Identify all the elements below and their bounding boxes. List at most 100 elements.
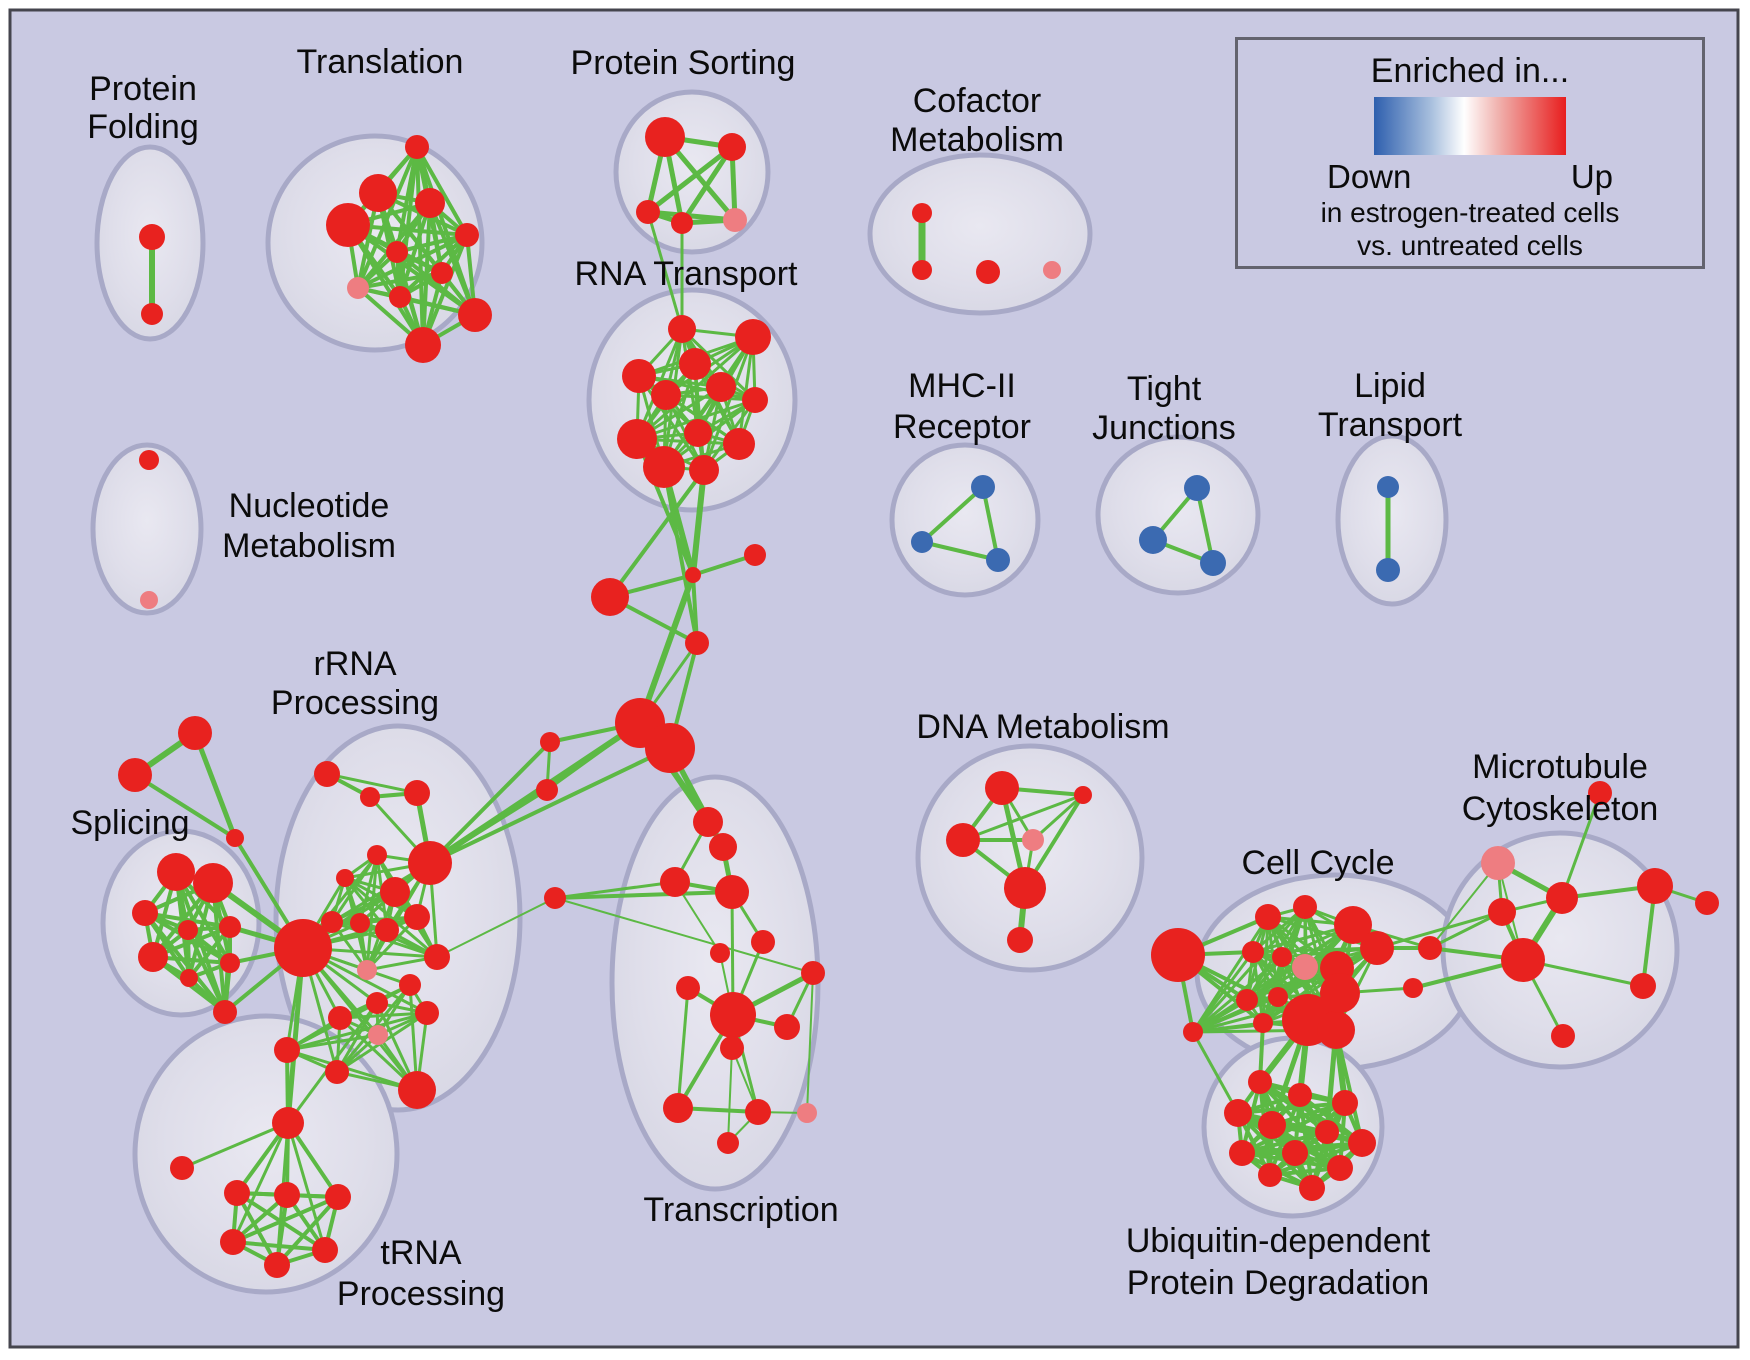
network-edge-d1-d2 — [962, 793, 1084, 842]
network-node-t10 — [405, 327, 441, 363]
network-node-d5 — [1007, 927, 1033, 953]
network-node-r8 — [350, 913, 370, 933]
network-node-mt6 — [1630, 973, 1656, 999]
network-node-mt5 — [1637, 868, 1673, 904]
network-node-t9 — [458, 298, 492, 332]
network-edge-cc10-cc16 — [1192, 995, 1279, 1034]
network-node-cm0 — [912, 203, 932, 223]
network-node-d4 — [1004, 867, 1046, 909]
network-node-r13 — [424, 944, 450, 970]
network-edge-rt10-h3 — [662, 466, 699, 644]
network-node-rt11 — [689, 455, 719, 485]
cluster-label-ubiquitin-dependent-protein-degradation-line2: Protein Degradation — [1127, 1264, 1429, 1302]
cluster-ellipse-mhc-ii-receptor — [889, 442, 1041, 598]
network-node-d1 — [1074, 786, 1092, 804]
network-node-cc5 — [1272, 947, 1292, 967]
network-edge-ub5-ub7 — [1241, 1130, 1328, 1155]
network-node-cc14 — [1418, 936, 1442, 960]
network-edge-t4-t5 — [396, 233, 468, 254]
network-node-x13 — [717, 1132, 739, 1154]
network-node-ub5 — [1315, 1120, 1339, 1144]
network-edge-cc8-mt2 — [1376, 910, 1503, 950]
network-edge-x9-x13 — [727, 1047, 733, 1144]
network-node-h3 — [685, 631, 709, 655]
cluster-label-protein-folding-line2: Folding — [87, 108, 199, 146]
network-node-s8 — [213, 1000, 237, 1024]
network-edge-sp0-sp2 — [192, 732, 238, 839]
network-node-ub0 — [1248, 1070, 1272, 1094]
network-edge-mt1-mt4 — [1560, 792, 1602, 899]
network-node-t0 — [405, 135, 429, 159]
network-edge-ps2-rt0 — [646, 211, 684, 330]
network-node-s3 — [178, 920, 198, 940]
cluster-label-rrna-processing-line1: rRNA — [313, 645, 396, 683]
network-node-x5 — [751, 930, 775, 954]
network-node-d2 — [946, 823, 980, 857]
network-node-r6 — [408, 841, 452, 885]
cluster-label-protein-folding-line1: Protein — [89, 70, 197, 108]
network-node-ub11 — [1299, 1175, 1325, 1201]
network-node-cc16 — [1183, 1022, 1203, 1042]
network-node-tj0 — [1184, 475, 1210, 501]
network-node-t8 — [389, 286, 411, 308]
network-edge-t4-t8 — [398, 233, 469, 299]
network-edge-ps1-ps2 — [646, 145, 734, 214]
network-edge-r21-r22 — [286, 1048, 418, 1092]
network-edge-h8-r13 — [436, 897, 556, 958]
network-node-h6 — [540, 732, 560, 752]
network-node-cc15 — [1403, 978, 1423, 998]
network-edge-x12-x14 — [806, 972, 814, 1114]
network-node-cc13 — [1320, 973, 1360, 1013]
network-edge-rt3-rt6 — [638, 374, 756, 402]
network-node-x14 — [801, 961, 825, 985]
network-node-u1 — [170, 1156, 194, 1180]
legend-endpoints: Down Up — [1327, 158, 1613, 196]
network-node-rt8 — [617, 419, 657, 459]
cluster-label-cofactor-metabolism-line2: Metabolism — [890, 121, 1064, 159]
network-node-cc6 — [1292, 954, 1318, 980]
cluster-label-mhc-ii-receptor-line1: MHC-II — [908, 367, 1016, 405]
network-node-h8 — [544, 887, 566, 909]
legend: Enriched in... Down Up in estrogen-treat… — [1235, 37, 1705, 269]
network-node-cc1 — [1255, 904, 1281, 930]
network-edge-mt0-cc14 — [1429, 862, 1499, 949]
network-node-s0 — [157, 853, 195, 891]
network-edge-r0-r2 — [326, 772, 418, 795]
network-node-t3 — [326, 203, 370, 247]
cluster-ellipse-cofactor-metabolism — [867, 152, 1093, 316]
network-node-rt6 — [742, 387, 768, 413]
network-node-x12 — [797, 1103, 817, 1123]
network-node-r1 — [360, 787, 380, 807]
network-node-ub3 — [1224, 1099, 1252, 1127]
network-edge-x6-x10 — [676, 987, 690, 1109]
cluster-label-transcription-line1: Transcription — [643, 1191, 838, 1229]
network-node-rt0 — [668, 315, 696, 343]
network-node-r2 — [404, 780, 430, 806]
cluster-ellipse-lipid-transport — [1335, 433, 1449, 607]
network-node-x1 — [709, 833, 737, 861]
network-node-x0 — [693, 807, 723, 837]
network-node-tj2 — [1200, 550, 1226, 576]
network-node-r4 — [336, 869, 354, 887]
network-node-rt5 — [651, 380, 681, 410]
network-node-nm1 — [140, 591, 158, 609]
network-node-sp1 — [118, 758, 152, 792]
network-node-mt7 — [1551, 1024, 1575, 1048]
network-node-sp0 — [178, 716, 212, 750]
legend-title: Enriched in... — [1370, 52, 1570, 90]
network-node-cm2 — [976, 260, 1000, 284]
cluster-label-rrna-processing-line2: Processing — [271, 684, 439, 722]
network-node-ub10 — [1327, 1155, 1353, 1181]
legend-down-label: Down — [1327, 158, 1412, 195]
network-edge-u0-u1 — [181, 1121, 289, 1170]
cluster-label-nucleotide-metabolism-line1: Nucleotide — [229, 487, 390, 525]
network-node-s4 — [219, 916, 241, 938]
network-node-t4 — [455, 223, 479, 247]
network-edge-rt0-rt6 — [680, 327, 757, 402]
network-node-s7 — [220, 953, 240, 973]
network-node-d0 — [985, 771, 1019, 805]
cluster-label-trna-processing-line1: tRNA — [380, 1234, 462, 1272]
network-node-rt10 — [643, 446, 685, 488]
network-node-u6 — [264, 1252, 290, 1278]
